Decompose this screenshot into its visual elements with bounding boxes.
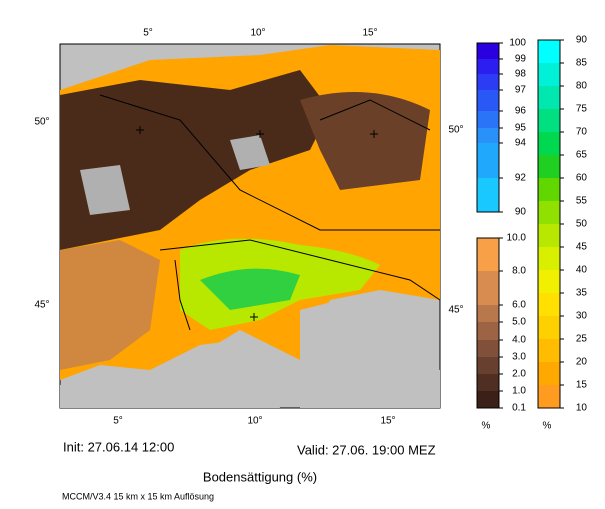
colorbar-label: 1.0 bbox=[512, 386, 526, 397]
border bbox=[99, 94, 441, 331]
lon-label: 5° bbox=[113, 416, 123, 427]
wet-area bbox=[200, 268, 300, 310]
lat-label: 45° bbox=[448, 305, 463, 316]
colorbar-label: 85 bbox=[576, 58, 588, 69]
colorbar-label: 0.1 bbox=[512, 403, 526, 414]
colorbar-label: 2.0 bbox=[512, 369, 526, 380]
colorbar-segment bbox=[477, 271, 499, 305]
colorbar-label: 5.0 bbox=[512, 317, 526, 328]
colorbar-segment bbox=[477, 59, 499, 74]
colorbar-segment bbox=[538, 155, 560, 178]
colorbar-unit: % bbox=[482, 421, 491, 432]
colorbar-segment bbox=[477, 374, 499, 391]
colorbar-segment bbox=[477, 357, 499, 374]
colorbar-segment bbox=[538, 247, 560, 270]
lat-label: 50° bbox=[448, 125, 463, 136]
colorbar-label: 90 bbox=[515, 207, 527, 218]
colorbar-frame bbox=[476, 237, 500, 409]
colorbar-label: 40 bbox=[576, 265, 588, 276]
colorbar-segment bbox=[477, 322, 499, 340]
valid-text: Valid: 27.06. 19:00 MEZ bbox=[297, 442, 436, 457]
colorbar-segment bbox=[477, 340, 499, 357]
colorbar-segment bbox=[477, 178, 499, 212]
colorbar-segment bbox=[538, 40, 560, 63]
lon-label: 15° bbox=[380, 416, 395, 427]
colorbar-label: 20 bbox=[576, 357, 588, 368]
colorbar-segment bbox=[477, 128, 499, 143]
colorbar-segment bbox=[538, 316, 560, 339]
colorbar-label: 100 bbox=[509, 38, 526, 49]
lon-label: 10° bbox=[247, 416, 262, 427]
colorbar-label: 92 bbox=[515, 173, 527, 184]
colorbar-segment bbox=[538, 132, 560, 155]
lake bbox=[80, 135, 270, 215]
colorbar-label: 75 bbox=[576, 104, 588, 115]
colorbar-label: 70 bbox=[576, 127, 588, 138]
colorbar-segment bbox=[538, 362, 560, 385]
colorbar-label: 10.0 bbox=[507, 233, 527, 244]
plot-title: Bodensättigung (%) bbox=[203, 469, 317, 484]
colorbar-label: 60 bbox=[576, 173, 588, 184]
colorbar-segment bbox=[477, 305, 499, 322]
colorbar-segment bbox=[477, 391, 499, 408]
colorbar-segment bbox=[477, 143, 499, 178]
colorbar-label: 98 bbox=[515, 69, 527, 80]
colorbar-segment bbox=[538, 270, 560, 293]
dry-area bbox=[60, 240, 160, 370]
sea bbox=[300, 300, 440, 408]
colorbar-label: 96 bbox=[515, 106, 527, 117]
colorbar-segment bbox=[538, 385, 560, 408]
labels: 5° 10° 15° 5° 10° 15° 50° 45° 50° 45° In… bbox=[34, 28, 463, 502]
colorbar-segment bbox=[477, 238, 499, 271]
colorbar-label: 15 bbox=[576, 380, 588, 391]
sea bbox=[60, 340, 280, 408]
colorbar-label: 35 bbox=[576, 288, 588, 299]
colorbar-segment bbox=[538, 178, 560, 201]
colorbar-segment bbox=[538, 224, 560, 247]
grid-cross bbox=[136, 126, 378, 321]
colorbar-segment bbox=[538, 201, 560, 224]
colorbar-segment bbox=[477, 43, 499, 59]
lon-label: 15° bbox=[362, 28, 377, 39]
colorbar-label: 80 bbox=[576, 81, 588, 92]
dry-area bbox=[300, 92, 430, 190]
colorbar-segment bbox=[538, 339, 560, 362]
colorbar-label: 6.0 bbox=[512, 300, 526, 311]
colorbar-label: 99 bbox=[515, 54, 527, 65]
colorbar-segment bbox=[538, 293, 560, 316]
colorbar-label: 95 bbox=[515, 123, 527, 134]
colorbar-label: 4.0 bbox=[512, 335, 526, 346]
colorbar-unit: % bbox=[543, 421, 552, 432]
colorbar-label: 10 bbox=[576, 403, 588, 414]
map bbox=[59, 43, 441, 409]
colorbar-label: 8.0 bbox=[512, 266, 526, 277]
colorbar-label: 65 bbox=[576, 150, 588, 161]
model-text: MCCM/V3.4 15 km x 15 km Auflösung bbox=[62, 491, 214, 501]
init-text: Init: 27.06.14 12:00 bbox=[63, 439, 174, 454]
colorbar-segment bbox=[477, 111, 499, 128]
lon-label: 5° bbox=[143, 28, 153, 39]
colorbar-label: 45 bbox=[576, 242, 588, 253]
lat-label: 50° bbox=[34, 117, 49, 128]
lat-label: 45° bbox=[34, 300, 49, 311]
colorbar-segment bbox=[477, 90, 499, 111]
colorbar-label: 55 bbox=[576, 196, 588, 207]
colorbar-label: 94 bbox=[515, 138, 527, 149]
colorbar-segment bbox=[538, 63, 560, 86]
colorbar-label: 90 bbox=[576, 35, 588, 46]
colorbar-label: 3.0 bbox=[512, 352, 526, 363]
colorbar-segment bbox=[538, 109, 560, 132]
lon-label: 10° bbox=[250, 28, 265, 39]
colorbar-segment bbox=[477, 74, 499, 90]
colorbar-segment bbox=[538, 86, 560, 109]
colorbar-label: 30 bbox=[576, 311, 588, 322]
colorbar-label: 25 bbox=[576, 334, 588, 345]
colorbar-label: 50 bbox=[576, 219, 588, 230]
colorbar-label: 97 bbox=[515, 85, 527, 96]
